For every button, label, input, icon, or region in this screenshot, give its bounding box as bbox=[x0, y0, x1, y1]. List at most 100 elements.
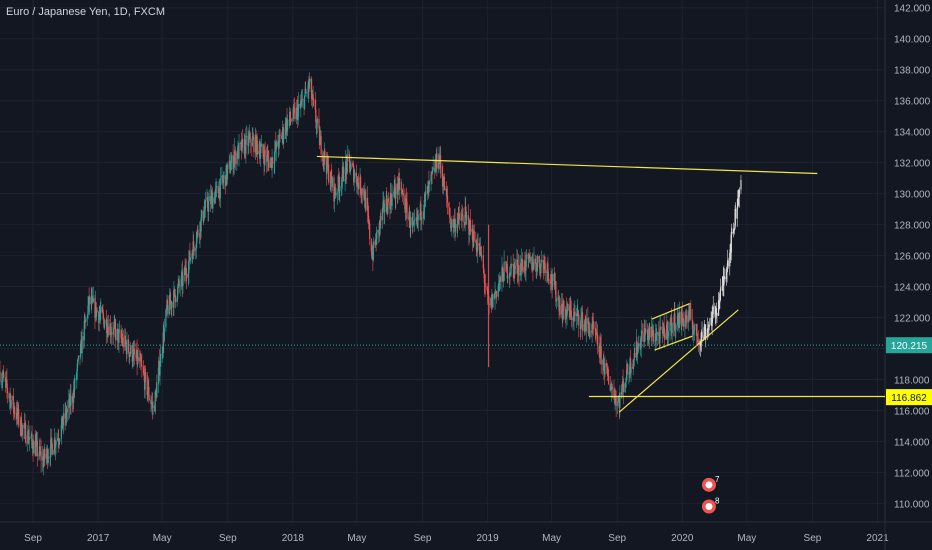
candle-body bbox=[636, 341, 638, 356]
price-candles-candle bbox=[424, 191, 426, 221]
price-candles-candle bbox=[245, 127, 247, 164]
price-candles-candle bbox=[411, 212, 413, 234]
candle-body bbox=[625, 381, 627, 383]
candle-body bbox=[383, 199, 385, 213]
price-candles-candle bbox=[113, 315, 115, 337]
price-candles-candle bbox=[212, 191, 214, 214]
candle-body bbox=[266, 154, 268, 162]
candle-body bbox=[488, 303, 490, 306]
price-candles-candle bbox=[6, 383, 9, 404]
candle-body bbox=[76, 363, 78, 372]
candle-body bbox=[557, 297, 560, 300]
candle-body bbox=[95, 302, 97, 317]
price-candles-candle bbox=[691, 308, 694, 341]
candle-body bbox=[139, 357, 141, 362]
candle-body bbox=[700, 341, 702, 346]
candle-body bbox=[355, 172, 357, 184]
candle-body bbox=[316, 118, 319, 124]
candle-body bbox=[99, 314, 101, 316]
price-candles-candle bbox=[140, 350, 142, 371]
trendline bbox=[618, 309, 739, 413]
candle-body bbox=[637, 344, 639, 351]
price-candles-candle bbox=[124, 328, 126, 351]
price-candles-candle bbox=[290, 117, 292, 123]
candle-body bbox=[447, 202, 449, 208]
candle-body bbox=[252, 136, 254, 138]
price-candles-candle bbox=[667, 336, 669, 346]
price-candles-candle bbox=[483, 270, 485, 294]
candle-body bbox=[393, 192, 395, 195]
candle-body bbox=[201, 210, 203, 218]
candle-body bbox=[145, 372, 147, 375]
price-candles-candle bbox=[664, 327, 666, 348]
candle-body bbox=[733, 227, 736, 230]
candle-body bbox=[318, 127, 321, 146]
price-candles-candle bbox=[346, 145, 348, 175]
candle-body bbox=[273, 162, 275, 164]
candle-body bbox=[217, 185, 219, 193]
price-candles-candle bbox=[488, 296, 490, 315]
x-tick-label: 2017 bbox=[87, 533, 110, 544]
candle-body bbox=[615, 396, 617, 406]
price-candles-candle bbox=[461, 206, 464, 217]
price-candles-candle bbox=[447, 202, 449, 215]
candle-body bbox=[401, 189, 403, 192]
candle-body bbox=[701, 331, 703, 338]
event-count: 8 bbox=[715, 497, 720, 506]
price-candles-candle bbox=[580, 307, 582, 338]
candle-body bbox=[443, 176, 445, 191]
candle-body bbox=[132, 360, 134, 362]
candle-body bbox=[432, 167, 434, 170]
candle-body bbox=[510, 263, 512, 275]
projection-candles-candle bbox=[701, 321, 703, 344]
candle-body bbox=[131, 345, 133, 362]
candle-body bbox=[376, 231, 378, 245]
candle-body bbox=[161, 353, 163, 355]
candle-body bbox=[122, 337, 124, 348]
price-candles-candle bbox=[28, 429, 30, 444]
event-marker[interactable]: 7 bbox=[701, 475, 720, 492]
event-badge-center bbox=[705, 481, 713, 489]
price-candles-candle bbox=[221, 174, 224, 186]
candle-body bbox=[45, 454, 48, 459]
y-tick-label: 136.000 bbox=[894, 97, 931, 108]
price-candles-candle bbox=[98, 305, 100, 332]
candle-body bbox=[110, 333, 112, 335]
price-candles-candle bbox=[693, 323, 696, 341]
price-candles-candle bbox=[252, 126, 254, 138]
price-candles-candle bbox=[525, 249, 528, 268]
price-candles-candle bbox=[115, 318, 117, 349]
candle-body bbox=[6, 387, 9, 394]
candle-body bbox=[593, 322, 595, 329]
candle-body bbox=[397, 190, 399, 195]
price-candles-candle bbox=[3, 365, 5, 378]
event-marker[interactable]: 8 bbox=[701, 497, 720, 514]
candle-body bbox=[514, 265, 516, 269]
price-candles-candle bbox=[381, 207, 384, 229]
candle-body bbox=[339, 186, 341, 192]
price-candles-candle bbox=[468, 217, 470, 246]
y-tick-label: 134.000 bbox=[894, 128, 931, 139]
price-candles-candle bbox=[559, 297, 561, 318]
price-candles-candle bbox=[23, 412, 26, 439]
price-candles-candle bbox=[227, 164, 229, 180]
candle-body bbox=[307, 91, 309, 93]
candle-body bbox=[442, 177, 444, 187]
candle-body bbox=[340, 186, 343, 187]
candle-body bbox=[354, 172, 356, 177]
price-candles-candle bbox=[36, 432, 38, 467]
candle-body bbox=[260, 143, 262, 147]
candle-body bbox=[279, 134, 281, 137]
x-tick-label: 2019 bbox=[476, 533, 499, 544]
price-candles-candle bbox=[29, 425, 31, 439]
price-candles-candle bbox=[596, 323, 599, 355]
price-candles-candle bbox=[174, 294, 177, 309]
price-candles-candle bbox=[13, 402, 16, 418]
price-candles-candle bbox=[692, 324, 695, 344]
candle-body bbox=[169, 294, 171, 305]
price-candles-candle bbox=[10, 394, 12, 411]
price-candles-candle bbox=[610, 382, 612, 402]
price-candles-candle bbox=[214, 181, 217, 205]
candle-body bbox=[200, 217, 202, 232]
